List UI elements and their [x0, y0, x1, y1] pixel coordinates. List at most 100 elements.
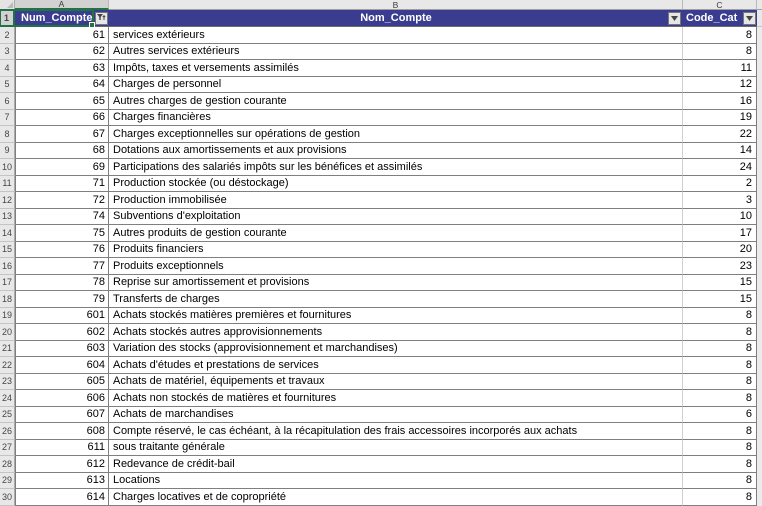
cell-nom-compte[interactable]: Redevance de crédit-bail — [109, 456, 683, 473]
cell-code-cat[interactable]: 19 — [683, 109, 757, 126]
cell-num-compte[interactable]: 605 — [15, 373, 109, 390]
row-number[interactable]: 23 — [0, 373, 15, 390]
cell-code-cat[interactable]: 6 — [683, 406, 757, 423]
cell-num-compte[interactable]: 61 — [15, 27, 109, 44]
header-cell-nom-compte[interactable]: Nom_Compte — [109, 10, 683, 27]
cell-code-cat[interactable]: 22 — [683, 126, 757, 143]
cell-code-cat[interactable]: 8 — [683, 307, 757, 324]
cell-code-cat[interactable]: 8 — [683, 43, 757, 60]
column-header-a[interactable]: A — [15, 0, 109, 10]
cell-code-cat[interactable]: 3 — [683, 192, 757, 209]
cell-code-cat[interactable]: 8 — [683, 489, 757, 506]
cell-code-cat[interactable]: 2 — [683, 175, 757, 192]
cell-nom-compte[interactable]: Transferts de charges — [109, 291, 683, 308]
cell-code-cat[interactable]: 8 — [683, 340, 757, 357]
cell-nom-compte[interactable]: services extérieurs — [109, 27, 683, 44]
row-number[interactable]: 4 — [0, 60, 15, 77]
row-number[interactable]: 14 — [0, 225, 15, 242]
cell-nom-compte[interactable]: Variation des stocks (approvisionnement … — [109, 340, 683, 357]
row-number[interactable]: 25 — [0, 406, 15, 423]
cell-nom-compte[interactable]: Charges exceptionnelles sur opérations d… — [109, 126, 683, 143]
row-number[interactable]: 9 — [0, 142, 15, 159]
row-number[interactable]: 13 — [0, 208, 15, 225]
cell-nom-compte[interactable]: Charges locatives et de copropriété — [109, 489, 683, 506]
cell-code-cat[interactable]: 24 — [683, 159, 757, 176]
cell-code-cat[interactable]: 15 — [683, 274, 757, 291]
row-number[interactable]: 2 — [0, 27, 15, 44]
cell-code-cat[interactable]: 8 — [683, 27, 757, 44]
cell-nom-compte[interactable]: Subventions d'exploitation — [109, 208, 683, 225]
cell-num-compte[interactable]: 72 — [15, 192, 109, 209]
cell-code-cat[interactable]: 8 — [683, 390, 757, 407]
row-number[interactable]: 7 — [0, 109, 15, 126]
cell-code-cat[interactable]: 8 — [683, 357, 757, 374]
cell-num-compte[interactable]: 613 — [15, 472, 109, 489]
row-number[interactable]: 8 — [0, 126, 15, 143]
cell-num-compte[interactable]: 62 — [15, 43, 109, 60]
row-number[interactable]: 5 — [0, 76, 15, 93]
cell-nom-compte[interactable]: Locations — [109, 472, 683, 489]
cell-code-cat[interactable]: 14 — [683, 142, 757, 159]
row-number[interactable]: 15 — [0, 241, 15, 258]
cell-num-compte[interactable]: 606 — [15, 390, 109, 407]
row-header-1[interactable]: 1 — [0, 10, 15, 27]
cell-num-compte[interactable]: 79 — [15, 291, 109, 308]
row-number[interactable]: 6 — [0, 93, 15, 110]
cell-num-compte[interactable]: 74 — [15, 208, 109, 225]
row-number[interactable]: 21 — [0, 340, 15, 357]
cell-code-cat[interactable]: 10 — [683, 208, 757, 225]
cell-nom-compte[interactable]: Reprise sur amortissement et provisions — [109, 274, 683, 291]
cell-num-compte[interactable]: 76 — [15, 241, 109, 258]
select-all-corner[interactable] — [0, 0, 15, 10]
cell-nom-compte[interactable]: Production stockée (ou déstockage) — [109, 175, 683, 192]
cell-nom-compte[interactable]: Charges de personnel — [109, 76, 683, 93]
cell-nom-compte[interactable]: Achats stockés autres approvisionnements — [109, 324, 683, 341]
cell-nom-compte[interactable]: Dotations aux amortissements et aux prov… — [109, 142, 683, 159]
cell-num-compte[interactable]: 69 — [15, 159, 109, 176]
cell-num-compte[interactable]: 602 — [15, 324, 109, 341]
cell-code-cat[interactable]: 12 — [683, 76, 757, 93]
cell-num-compte[interactable]: 67 — [15, 126, 109, 143]
cell-code-cat[interactable]: 8 — [683, 456, 757, 473]
cell-num-compte[interactable]: 601 — [15, 307, 109, 324]
cell-nom-compte[interactable]: Produits financiers — [109, 241, 683, 258]
row-number[interactable]: 17 — [0, 274, 15, 291]
row-number[interactable]: 11 — [0, 175, 15, 192]
row-number[interactable]: 22 — [0, 357, 15, 374]
row-number[interactable]: 29 — [0, 472, 15, 489]
cell-num-compte[interactable]: 68 — [15, 142, 109, 159]
row-number[interactable]: 10 — [0, 159, 15, 176]
cell-nom-compte[interactable]: Autres charges de gestion courante — [109, 93, 683, 110]
cell-num-compte[interactable]: 65 — [15, 93, 109, 110]
row-number[interactable]: 24 — [0, 390, 15, 407]
cell-nom-compte[interactable]: Autres services extérieurs — [109, 43, 683, 60]
cell-code-cat[interactable]: 8 — [683, 373, 757, 390]
cell-code-cat[interactable]: 11 — [683, 60, 757, 77]
cell-nom-compte[interactable]: Achats de marchandises — [109, 406, 683, 423]
cell-code-cat[interactable]: 8 — [683, 472, 757, 489]
row-number[interactable]: 27 — [0, 439, 15, 456]
cell-num-compte[interactable]: 611 — [15, 439, 109, 456]
cell-num-compte[interactable]: 604 — [15, 357, 109, 374]
cell-num-compte[interactable]: 608 — [15, 423, 109, 440]
cell-num-compte[interactable]: 603 — [15, 340, 109, 357]
cell-nom-compte[interactable]: Production immobilisée — [109, 192, 683, 209]
filter-dropdown-button-nom-compte[interactable] — [668, 12, 681, 25]
cell-nom-compte[interactable]: Autres produits de gestion courante — [109, 225, 683, 242]
cell-num-compte[interactable]: 66 — [15, 109, 109, 126]
cell-nom-compte[interactable]: Achats stockés matières premières et fou… — [109, 307, 683, 324]
column-header-c[interactable]: C — [683, 0, 757, 10]
cell-code-cat[interactable]: 8 — [683, 439, 757, 456]
filter-sort-button-num-compte[interactable] — [95, 12, 108, 25]
header-cell-num-compte[interactable]: Num_Compte — [15, 10, 109, 27]
cell-num-compte[interactable]: 63 — [15, 60, 109, 77]
cell-nom-compte[interactable]: Achats d'études et prestations de servic… — [109, 357, 683, 374]
column-header-b[interactable]: B — [109, 0, 683, 10]
cell-nom-compte[interactable]: Achats de matériel, équipements et trava… — [109, 373, 683, 390]
cell-num-compte[interactable]: 64 — [15, 76, 109, 93]
filter-dropdown-button-code-cat[interactable] — [743, 12, 756, 25]
cell-code-cat[interactable]: 15 — [683, 291, 757, 308]
cell-nom-compte[interactable]: Participations des salariés impôts sur l… — [109, 159, 683, 176]
cell-nom-compte[interactable]: Achats non stockés de matières et fourni… — [109, 390, 683, 407]
row-number[interactable]: 18 — [0, 291, 15, 308]
